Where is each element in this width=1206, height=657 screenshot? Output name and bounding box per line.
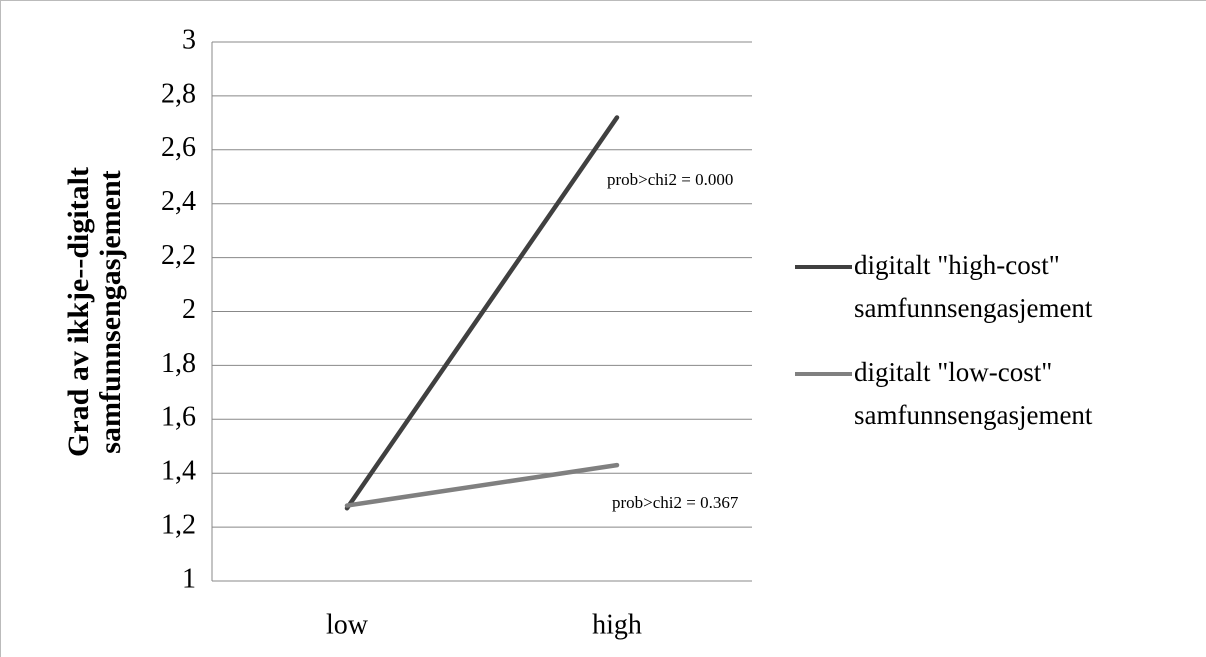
y-tick-label: 2,6: [161, 132, 196, 163]
annotation: prob>chi2 = 0.000: [607, 170, 733, 189]
y-axis-title: Grad av ikkje--digitalt samfunnsengasjem…: [62, 167, 127, 457]
y-tick-label: 1: [182, 563, 196, 594]
annotation: prob>chi2 = 0.367: [612, 493, 739, 512]
legend-item: digitalt "low-cost" samfunnsengasjement: [795, 351, 1194, 437]
y-tick-label: 2,2: [161, 240, 196, 271]
y-tick-label: 2,8: [161, 78, 196, 109]
legend-swatch: [795, 372, 852, 376]
y-tick-label: 2,4: [161, 186, 196, 217]
series-line: [344, 462, 620, 508]
legend-item: digitalt "high-cost" samfunnsengasjement: [795, 244, 1194, 330]
x-tick-label: low: [326, 609, 369, 640]
y-tick-label: 2: [182, 294, 196, 325]
y-tick-label: 3: [182, 24, 196, 55]
legend-label: digitalt "high-cost" samfunnsengasjement: [854, 250, 1093, 323]
y-tick-label: 1,6: [161, 402, 196, 433]
legend-swatch: [795, 265, 852, 269]
y-tick-label: 1,2: [161, 510, 196, 541]
series-line: [344, 115, 620, 511]
y-tick-label: 1,8: [161, 348, 196, 379]
legend-label: digitalt "low-cost" samfunnsengasjement: [854, 357, 1093, 430]
x-tick-label: high: [592, 609, 642, 640]
y-tick-label: 1,4: [161, 456, 196, 487]
